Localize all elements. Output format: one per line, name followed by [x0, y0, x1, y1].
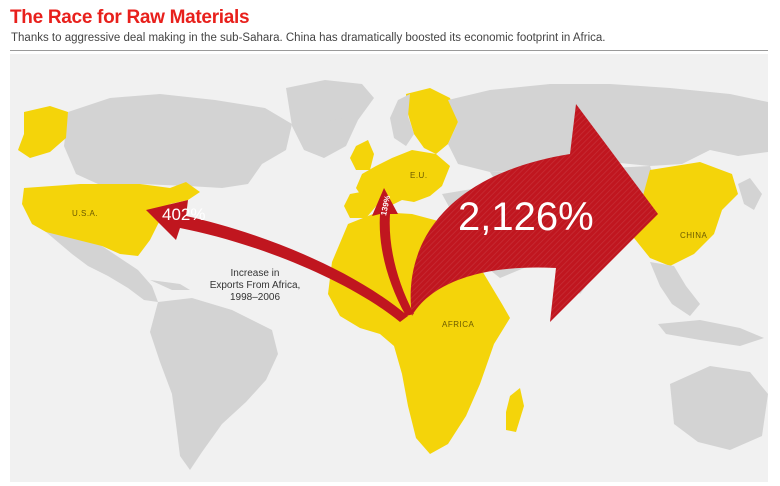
region-label-usa: U.S.A.: [72, 209, 98, 218]
mexico: [46, 232, 158, 302]
legend-line-3: 1998–2006: [230, 292, 280, 303]
flow-value-usa: 402%: [162, 205, 205, 224]
canada: [64, 94, 292, 188]
china-region: [634, 162, 738, 266]
region-label-africa: AFRICA: [442, 320, 475, 329]
region-label-china: CHINA: [680, 231, 708, 240]
caribbean: [150, 280, 190, 290]
madagascar: [506, 388, 524, 432]
iberia: [344, 190, 378, 218]
legend-line-2: Exports From Africa,: [210, 280, 301, 291]
norway: [390, 94, 414, 146]
russia: [448, 84, 768, 172]
alaska: [18, 106, 68, 158]
region-label-eu: E.U.: [410, 171, 428, 180]
world-map-svg: U.S.A. E.U. CHINA AFRICA 402% 139% 2,126…: [18, 80, 768, 470]
greenland: [286, 80, 374, 158]
page-title: The Race for Raw Materials: [10, 7, 250, 28]
scandinavia: [406, 88, 458, 154]
header-divider: [10, 50, 768, 51]
page-subtitle: Thanks to aggressive deal making in the …: [11, 32, 606, 44]
korea-japan: [738, 178, 762, 210]
eu-region: [356, 150, 450, 206]
flow-arrow-eu: [372, 188, 414, 316]
flow-value-eu: 139%: [379, 195, 392, 217]
indonesia: [658, 320, 764, 346]
flow-arrow-china-texture: [410, 104, 658, 322]
flow-arrow-usa: [146, 200, 408, 322]
iceland: [322, 118, 350, 134]
australia: [670, 366, 768, 450]
flow-value-china: 2,126%: [458, 195, 594, 239]
world-map: U.S.A. E.U. CHINA AFRICA 402% 139% 2,126…: [10, 54, 768, 482]
legend-line-1: Increase in: [231, 268, 280, 279]
south-america: [150, 298, 278, 470]
southeast-asia: [650, 262, 700, 316]
uk: [350, 140, 374, 170]
